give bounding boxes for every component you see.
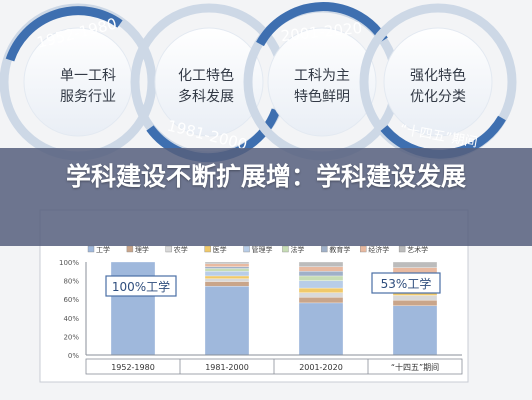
stage-line2: 多科发展 <box>178 88 234 105</box>
banner-title: 学科建设不断扩展增：学科建设发展 <box>65 162 466 191</box>
bar-segment <box>298 266 344 272</box>
legend-swatch <box>165 245 172 253</box>
legend-label: 教育学 <box>329 245 350 254</box>
stage-line1: 单一工科 <box>60 68 116 84</box>
callout-box <box>105 275 177 297</box>
bar-segment <box>298 292 344 298</box>
stage-ring-accent <box>5 6 123 62</box>
bar-segment <box>204 278 250 282</box>
bar-segment <box>204 268 250 272</box>
legend-label: 理学 <box>135 245 149 254</box>
bar-segment <box>204 281 250 287</box>
bar-segment <box>204 275 250 279</box>
bar-segment <box>204 263 250 267</box>
stage-2001-2020: 2001-2020 工科为主 特色鲜明 <box>243 2 401 161</box>
y-axis: 0% 20% 40% 60% 80% 100% <box>59 259 87 360</box>
legend-label: 农学 <box>174 245 188 254</box>
stage-14th-five-year: “十四五”期间 强化特色 优化分类 <box>359 3 517 161</box>
x-tick-label: 1952-1980 <box>111 363 155 372</box>
x-tick-label: 2001-2020 <box>299 363 343 372</box>
stage-line1: 化工特色 <box>178 67 234 84</box>
stage-circle <box>267 27 377 137</box>
callout-text: 100%工学 <box>112 279 170 294</box>
legend-swatch <box>126 245 134 253</box>
bar-segment <box>204 286 250 356</box>
stage-line2: 特色鲜明 <box>294 88 350 105</box>
legend-swatch <box>87 245 95 253</box>
title-banner <box>0 148 532 246</box>
bar-segment <box>298 302 344 356</box>
bar-segment <box>204 261 250 265</box>
legend-swatch <box>321 245 328 253</box>
bar-segment <box>204 271 250 277</box>
bar-segment <box>298 261 344 267</box>
callout-100-gongxue: 100%工学 <box>105 275 177 297</box>
y-tick-label: 100% <box>59 259 79 267</box>
stage-circle <box>383 27 493 137</box>
bar-segment <box>298 297 344 304</box>
y-tick-label: 0% <box>68 352 79 360</box>
y-tick-label: 80% <box>63 278 79 286</box>
bar-segment <box>392 267 438 274</box>
legend-swatch <box>360 245 367 253</box>
x-tick-label: 1981-2000 <box>205 363 249 372</box>
legend-label: 管理学 <box>252 245 273 254</box>
chart-legend: 工学 理学 农学 医学 管理学 法学 教育学 经济学 艺术学 <box>87 245 428 254</box>
legend-label: 工学 <box>96 245 110 254</box>
legend-swatch <box>398 245 406 253</box>
legend-swatch <box>204 245 211 253</box>
legend-label: 医学 <box>213 245 227 254</box>
stage-line2: 优化分类 <box>410 89 466 105</box>
bar-segment <box>298 287 344 293</box>
bar-segment <box>298 275 344 281</box>
bar-segment <box>204 266 250 269</box>
stage-line2: 服务行业 <box>60 89 116 105</box>
legend-swatch <box>282 245 289 253</box>
legend-swatch <box>243 245 250 253</box>
legend-label: 艺术学 <box>407 245 428 254</box>
bar-segment <box>392 305 438 356</box>
bar-segment <box>298 271 344 277</box>
stage-line1: 强化特色 <box>410 67 466 84</box>
bar-segment <box>392 295 438 301</box>
legend-label: 经济学 <box>368 245 389 254</box>
x-tick-label: “十四五”期间 <box>391 362 439 372</box>
stage-1981-2000: 1981-2000 化工特色 多科发展 <box>130 3 288 163</box>
y-tick-label: 20% <box>63 333 79 341</box>
bar-segment <box>392 299 438 306</box>
stage-circle <box>154 27 264 137</box>
y-tick-label: 60% <box>63 296 79 304</box>
x-axis-labels: 1952-1980 1981-2000 2001-2020 “十四五”期间 <box>111 359 439 374</box>
y-tick-label: 40% <box>63 315 79 323</box>
callout-53-gongxue: 53%工学 <box>371 272 441 294</box>
legend-label: 法学 <box>290 245 304 254</box>
stage-1952-1980: 1952-1980 单一工科 服务行业 <box>0 3 157 161</box>
callout-text: 53%工学 <box>381 276 432 291</box>
bar-segment <box>298 280 344 289</box>
stage-line1: 工科为主 <box>294 68 350 84</box>
bar-segment <box>392 261 438 268</box>
callout-box <box>371 272 441 294</box>
stage-ring-accent <box>256 2 388 47</box>
